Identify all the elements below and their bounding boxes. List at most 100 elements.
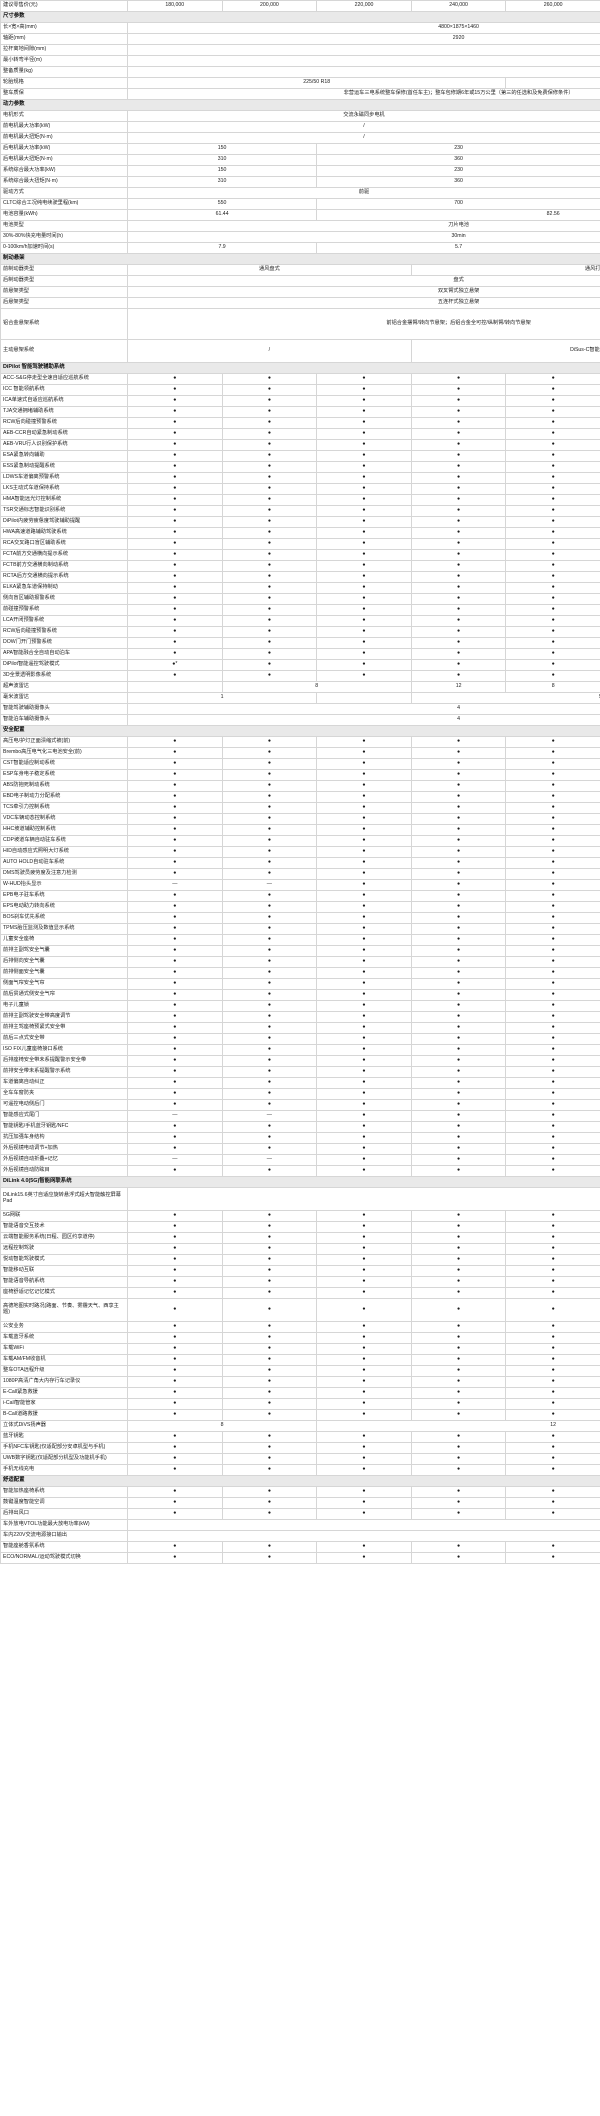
spec-dot-cell: ● [221,1287,318,1299]
spec-dot-cell: ● [410,736,507,748]
spec-dot-cell: ● [221,604,318,616]
spec-dot-cell: ● [505,1541,600,1553]
spec-dot-cell: ● [316,505,412,517]
spec-dot-cell: ● [316,1143,412,1155]
spec-label: Brembo高压电气化三电池安全(前) [0,747,128,759]
spec-label: 手机NFC车钥匙(仅适配部分安卓机型与手机) [0,1442,128,1454]
spec-dot-cell: ● [316,945,412,957]
spec-dot-cell: ● [221,1066,318,1078]
spec-dot-cell: ● [316,494,412,506]
spec-label: EBD电子制动力分配系统 [0,791,128,803]
spec-dot-cell: ● [316,846,412,858]
spec-dot-cell: ● [410,1165,507,1177]
spec-label: 整车OTA远程升级 [0,1365,128,1377]
spec-dot-cell: ● [127,505,223,517]
spec-dot-cell: ● [505,1398,600,1410]
spec-label: ABS防抱死制动系统 [0,780,128,792]
spec-dot-cell: ● [221,395,318,407]
spec-dot-cell: ● [316,483,412,495]
spec-dot-cell: ● [505,791,600,803]
spec-label: 最小转弯半径(m) [0,55,128,67]
spec-label: HWA高速道路辅助驾驶系统 [0,527,128,539]
spec-dot-cell: ● [127,516,223,528]
spec-label: EPB电子驻车系统 [0,890,128,902]
spec-dot-cell: ● [316,1486,412,1498]
spec-value: 8 [221,681,412,693]
spec-value: 550 [126,198,318,210]
spec-dot-cell: ● [505,813,600,825]
spec-dot-cell: ● [221,1365,318,1377]
spec-dot-cell: ● [221,890,318,902]
spec-dot-cell: ● [221,472,318,484]
spec-dot-cell: ● [505,769,600,781]
spec-dot-cell: ● [505,516,600,528]
spec-value: 5 [410,692,600,704]
spec-value: / [127,339,412,363]
spec-label: HHC坡道辅助控制系统 [0,824,128,836]
spec-label: ECO/NORMAL/运动驾驶模式切换 [0,1552,128,1564]
spec-dot-cell: ● [410,582,507,594]
spec-dot-cell: ● [410,1398,507,1410]
spec-dot-cell: ● [127,582,223,594]
spec-dot-cell: ● [221,494,318,506]
spec-dot-cell: ● [221,450,318,462]
spec-dot-cell: ● [127,1365,223,1377]
spec-dot-cell: ● [410,1321,507,1333]
spec-label: 0-100km/h加速时间(s) [0,242,128,254]
spec-label: RCTA后方交通横向提示系统 [0,571,128,583]
spec-dot-cell: ● [127,857,223,869]
spec-label: 轴距(mm) [0,33,128,45]
spec-dot-cell: ● [410,428,507,440]
spec-dot-cell: ● [505,417,600,429]
spec-dot-cell: ● [316,472,412,484]
spec-dot-cell: ● [505,879,600,891]
spec-dot-cell: ● [127,1287,223,1299]
spec-dot-cell: ● [221,791,318,803]
spec-dot-cell: ● [410,1077,507,1089]
spec-dot-cell: ● [221,1232,318,1244]
spec-dot-cell: ● [316,1000,412,1012]
spec-value: 通风盘式 [127,264,412,276]
spec-dot-cell: ● [505,1376,600,1388]
spec-dot-cell: ● [410,1298,507,1322]
spec-dot-cell: — [127,1110,223,1122]
spec-dot-cell: ● [505,593,600,605]
spec-dot-cell: ● [410,1254,507,1266]
spec-dot-cell: ● [316,736,412,748]
spec-dot-cell: ● [127,1343,223,1355]
spec-label: ICC 智能领航系统 [0,384,128,396]
spec-label: 后排座椅安全带未系提醒警示安全带 [0,1055,128,1067]
spec-dot-cell: ● [316,1287,412,1299]
spec-dot-cell: ● [127,384,223,396]
spec-label: 鼓键温度智能空调 [0,1497,128,1509]
spec-dot-cell: ● [221,582,318,594]
spec-value: 260,000 [505,0,600,12]
spec-value: 4 [126,703,600,715]
spec-dot-cell: ● [505,1287,600,1299]
spec-dot-cell: ● [410,1154,507,1166]
spec-dot-cell: ● [316,571,412,583]
spec-dot-cell: ● [505,560,600,572]
spec-dot-cell: ● [505,1033,600,1045]
spec-dot-cell: ● [410,1143,507,1155]
spec-value: 200,000 [221,0,318,12]
spec-dot-cell: ● [127,494,223,506]
spec-dot-cell: ● [505,1453,600,1465]
spec-dot-cell: ● [505,835,600,847]
spec-value: 360 [316,154,600,166]
spec-label: CLTC综合工况纯电续驶里程(km) [0,198,128,210]
spec-dot-cell: ● [410,560,507,572]
spec-dot-cell: ● [505,1497,600,1509]
spec-dot-cell: ● [505,1321,600,1333]
spec-dot-cell: ● [410,1541,507,1553]
spec-dot-cell: ● [221,1044,318,1056]
spec-dot-cell: ● [221,516,318,528]
spec-label: 5G网联 [0,1210,128,1222]
spec-dot-cell: ● [410,890,507,902]
spec-table: 建议零售价(元) 180,000 200,000 220,000 240,000 260,… [0,0,600,1564]
spec-label: 智能泊车辅助摄像头 [0,714,128,726]
spec-dot-cell: ● [410,1365,507,1377]
spec-dot-cell: ● [505,1464,600,1476]
spec-dot-cell: ● [316,791,412,803]
spec-label: 驱动方式 [0,187,128,199]
